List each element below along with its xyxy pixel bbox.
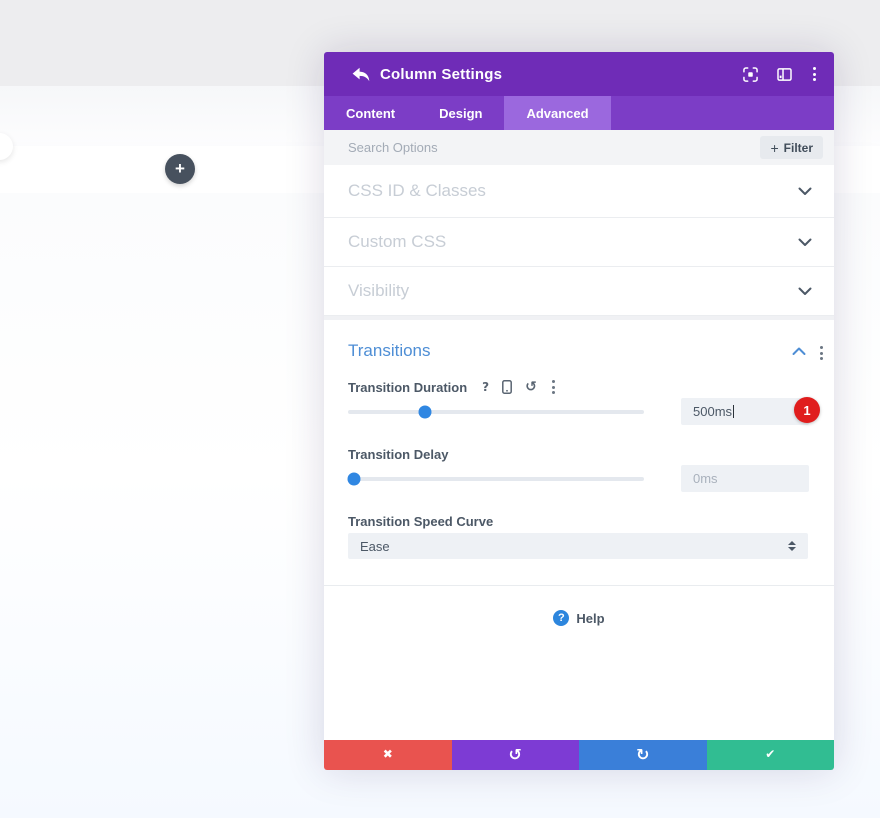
undo-icon: ↺: [508, 744, 522, 764]
section-divider: [324, 316, 834, 320]
responsive-phone-icon[interactable]: [502, 380, 513, 394]
undo-button[interactable]: ↺: [451, 740, 579, 770]
chevron-up-icon[interactable]: [792, 347, 806, 356]
search-options-input[interactable]: [348, 140, 761, 155]
section-css-id-classes[interactable]: CSS ID & Classes: [324, 165, 834, 218]
header-menu-icon[interactable]: [811, 65, 818, 83]
back-icon[interactable]: [351, 66, 371, 82]
plus-icon: +: [770, 139, 779, 156]
reset-icon[interactable]: ↺: [525, 379, 537, 395]
row-handle[interactable]: [0, 133, 13, 160]
filter-button[interactable]: + Filter: [760, 136, 823, 159]
transition-speed-curve-value: Ease: [360, 538, 390, 554]
transitions-menu-icon[interactable]: [818, 344, 825, 362]
confirm-button[interactable]: ✔: [706, 740, 834, 770]
section-title: Custom CSS: [348, 232, 447, 251]
filter-button-label: Filter: [783, 140, 813, 155]
section-custom-css[interactable]: Custom CSS: [324, 218, 834, 267]
annotation-badge-number: 1: [803, 402, 811, 418]
section-visibility[interactable]: Visibility: [324, 267, 834, 316]
transition-delay-input[interactable]: 0ms: [681, 465, 809, 492]
modal-header: Column Settings: [324, 52, 834, 96]
modal-title: Column Settings: [380, 65, 503, 83]
tab-content[interactable]: Content: [346, 105, 396, 121]
transition-delay-slider[interactable]: [347, 472, 644, 486]
redo-button[interactable]: ↻: [579, 740, 707, 770]
annotation-badge-1: 1: [794, 397, 820, 423]
option-menu-icon[interactable]: [550, 378, 557, 396]
text-caret: [733, 405, 735, 418]
column-settings-modal: Column Settings Content Design Advanced: [324, 52, 834, 770]
tab-design[interactable]: Design: [439, 105, 483, 121]
chevron-down-icon: [798, 238, 812, 247]
transition-duration-slider-thumb[interactable]: [418, 405, 432, 419]
modal-footer: ✖ ↺ ↻ ✔: [324, 740, 834, 770]
help-link[interactable]: ? Help: [324, 610, 834, 626]
transition-delay-row: Transition Delay: [348, 446, 448, 464]
search-options-bar: + Filter: [324, 130, 834, 165]
transitions-section-title[interactable]: Transitions: [348, 341, 431, 360]
close-icon: ✖: [382, 747, 393, 761]
layout-panel-icon[interactable]: [777, 67, 792, 82]
transition-duration-value: 500ms: [693, 404, 733, 419]
add-row-button[interactable]: +: [165, 154, 195, 184]
help-icon: ?: [553, 610, 570, 626]
transition-duration-label: Transition Duration: [348, 379, 468, 395]
chevron-down-icon: [798, 187, 812, 196]
focus-mode-icon[interactable]: [743, 66, 758, 82]
discard-button[interactable]: ✖: [324, 740, 452, 770]
transition-speed-curve-row: Transition Speed Curve: [348, 513, 493, 531]
chevron-down-icon: [798, 287, 812, 296]
section-title: CSS ID & Classes: [348, 181, 486, 200]
transition-delay-value: 0ms: [693, 471, 718, 486]
transition-delay-label: Transition Delay: [348, 447, 449, 462]
help-area: ? Help: [324, 586, 834, 740]
help-label: Help: [576, 610, 605, 626]
settings-tab-bar: Content Design Advanced: [324, 96, 834, 130]
section-transitions: Transitions Transition Duration ? ↺ 500m…: [324, 320, 834, 586]
select-arrows-icon: [788, 541, 796, 551]
transition-speed-curve-label: Transition Speed Curve: [348, 514, 494, 529]
plus-icon: +: [175, 159, 185, 178]
transition-delay-slider-thumb[interactable]: [347, 472, 361, 486]
redo-icon: ↻: [636, 744, 650, 764]
transition-duration-row: Transition Duration ? ↺: [348, 378, 557, 396]
transition-speed-curve-select[interactable]: Ease: [348, 533, 808, 559]
transition-duration-input[interactable]: 500ms: [681, 398, 809, 425]
tab-advanced[interactable]: Advanced: [504, 96, 611, 130]
section-title: Visibility: [348, 281, 410, 300]
help-icon[interactable]: ?: [482, 380, 490, 394]
check-icon: ✔: [765, 747, 776, 761]
transition-duration-slider[interactable]: [348, 405, 644, 419]
